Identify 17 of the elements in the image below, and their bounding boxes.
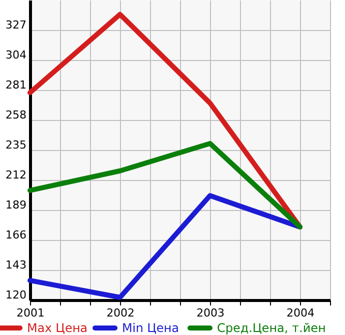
y-tick-label: 281 (6, 78, 26, 92)
y-tick-label: 120 (6, 288, 26, 302)
legend-label: Max Цена (27, 321, 88, 335)
legend-label: Min Цена (122, 321, 180, 335)
x-tick-label: 2001 (16, 306, 44, 320)
y-tick-label: 189 (6, 198, 26, 212)
x-tick-label: 2002 (106, 306, 134, 320)
y-tick-label: 327 (6, 18, 26, 32)
y-tick-label: 235 (6, 138, 26, 152)
y-tick-label: 258 (6, 108, 26, 122)
x-tick-label: 2004 (286, 306, 315, 320)
legend-label: Сред.Цена, т.йен (217, 321, 326, 335)
y-tick-label: 166 (6, 228, 26, 242)
y-tick-label: 304 (6, 48, 26, 62)
y-tick-label: 143 (6, 258, 26, 272)
x-tick-label: 2003 (196, 306, 224, 320)
y-tick-label: 212 (6, 168, 26, 182)
